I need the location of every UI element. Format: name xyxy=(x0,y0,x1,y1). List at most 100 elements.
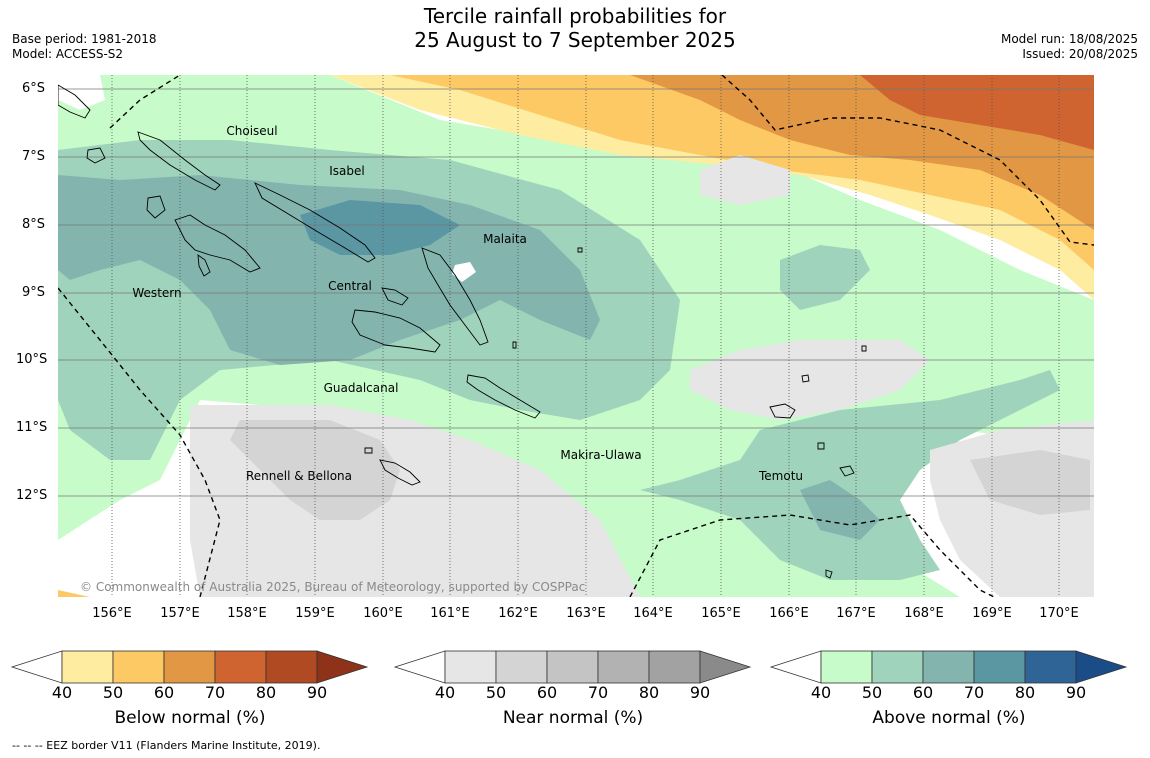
lon-label-170e: 170°E xyxy=(1039,606,1079,621)
near-tick-70: 70 xyxy=(587,683,609,702)
below-tick-60: 60 xyxy=(153,683,175,702)
below-tick-40: 40 xyxy=(51,683,73,702)
new-georgia-group xyxy=(174,214,261,273)
base-info: Base period: 1981-2018 Model: ACCESS-S2 xyxy=(12,32,157,62)
shortland-islands xyxy=(86,147,106,164)
below-tick-70: 70 xyxy=(204,683,226,702)
above-tick-80: 80 xyxy=(1014,683,1036,702)
title-line-2: 25 August to 7 September 2025 xyxy=(414,28,736,52)
near-swatch-50-60 xyxy=(495,650,548,684)
lat-label-12s: 12°S xyxy=(16,488,48,503)
below-tick-90: 90 xyxy=(306,683,328,702)
above-tick-50: 50 xyxy=(861,683,883,702)
lon-label-162e: 162°E xyxy=(498,606,538,621)
below-swatch-70-80 xyxy=(214,650,267,684)
coastlines xyxy=(58,84,867,579)
lon-label-167e: 167°E xyxy=(836,606,876,621)
vella-lavella xyxy=(146,195,166,219)
santa-cruz-island xyxy=(769,403,796,419)
near-swatch-40-50 xyxy=(444,650,497,684)
near-swatch-70-80 xyxy=(597,650,650,684)
guadalcanal-island xyxy=(351,309,441,353)
near-swatch-80-90 xyxy=(648,650,701,684)
lon-label-169e: 169°E xyxy=(972,606,1012,621)
above-swatch-80-90 xyxy=(1024,650,1077,684)
ranongga xyxy=(197,254,211,277)
near-tick-40: 40 xyxy=(434,683,456,702)
duff-islands xyxy=(861,345,867,352)
copyright-notice: © Commonwealth of Australia 2025, Bureau… xyxy=(80,580,586,594)
makira-island xyxy=(466,374,541,419)
province-guadalcanal: Guadalcanal xyxy=(323,381,399,395)
above-swatch-over xyxy=(1075,650,1128,684)
below-normal-title: Below normal (%) xyxy=(114,708,266,728)
malaita-island xyxy=(421,247,489,346)
near-swatch-60-70 xyxy=(546,650,599,684)
near-tick-80: 80 xyxy=(638,683,660,702)
province-central: Central xyxy=(328,279,372,293)
issued-date: Issued: 20/08/2025 xyxy=(1022,47,1138,61)
eez-footnote: -- -- -- EEZ border V11 (Flanders Marine… xyxy=(12,739,321,752)
lon-label-168e: 168°E xyxy=(904,606,944,621)
model-run: Model run: 18/08/2025 xyxy=(1000,32,1138,46)
lon-label-166e: 166°E xyxy=(769,606,809,621)
vanikoro-island xyxy=(839,465,855,477)
lat-label-8s: 8°S xyxy=(22,217,46,232)
below-tick-80: 80 xyxy=(255,683,277,702)
near-swatch-over xyxy=(699,650,752,684)
above-normal-title: Above normal (%) xyxy=(872,708,1026,728)
province-rennell-bellona: Rennell & Bellona xyxy=(245,469,353,483)
near-tick-50: 50 xyxy=(485,683,507,702)
below-swatch-under xyxy=(10,650,63,684)
above-swatch-60-70 xyxy=(922,650,975,684)
colorbar-near xyxy=(393,650,752,684)
map-title: Tercile rainfall probabilities for 25 Au… xyxy=(0,4,1150,52)
above-tick-60: 60 xyxy=(912,683,934,702)
isabel-island xyxy=(254,182,376,263)
below-swatch-40-50 xyxy=(61,650,114,684)
lon-label-160e: 160°E xyxy=(363,606,403,621)
rennell-island xyxy=(379,459,421,486)
province-western: Western xyxy=(132,286,182,300)
colorbar-above xyxy=(769,650,1128,684)
province-makira-ulawa: Makira-Ulawa xyxy=(560,448,642,462)
lon-label-164e: 164°E xyxy=(633,606,673,621)
anuta-fataka xyxy=(825,569,833,579)
colorbar-below xyxy=(10,650,369,684)
below-swatch-80-90 xyxy=(265,650,318,684)
lat-label-6s: 6°S xyxy=(22,81,46,96)
model-name: Model: ACCESS-S2 xyxy=(12,47,124,61)
lon-label-158e: 158°E xyxy=(227,606,267,621)
lat-label-11s: 11°S xyxy=(16,420,48,435)
tinakula-island xyxy=(817,442,825,450)
lat-label-10s: 10°S xyxy=(16,352,48,367)
florida-islands xyxy=(381,287,409,306)
above-swatch-70-80 xyxy=(973,650,1026,684)
reef-islands xyxy=(801,374,810,383)
title-line-1: Tercile rainfall probabilities for xyxy=(423,4,727,28)
near-normal-title: Near normal (%) xyxy=(502,708,644,728)
province-malaita: Malaita xyxy=(483,232,527,246)
lat-label-9s: 9°S xyxy=(22,285,46,300)
probability-fields xyxy=(58,75,1094,597)
ontong-java-atoll xyxy=(577,247,583,253)
lon-label-156e: 156°E xyxy=(92,606,132,621)
below-tick-50: 50 xyxy=(102,683,124,702)
above-swatch-40-50 xyxy=(820,650,873,684)
above-tick-90: 90 xyxy=(1065,683,1087,702)
meridians xyxy=(111,75,1060,597)
above-swatch-under xyxy=(769,650,822,684)
graticule xyxy=(58,88,1094,497)
bougainville-coast xyxy=(58,84,91,119)
run-info: Model run: 18/08/2025 Issued: 20/08/2025 xyxy=(1001,32,1138,62)
near-tick-90: 90 xyxy=(689,683,711,702)
lon-label-165e: 165°E xyxy=(701,606,741,621)
lon-label-163e: 163°E xyxy=(566,606,606,621)
above-swatch-50-60 xyxy=(871,650,924,684)
above-tick-70: 70 xyxy=(963,683,985,702)
province-isabel: Isabel xyxy=(329,164,365,178)
below-swatch-60-70 xyxy=(163,650,216,684)
lat-label-7s: 7°S xyxy=(22,149,46,164)
